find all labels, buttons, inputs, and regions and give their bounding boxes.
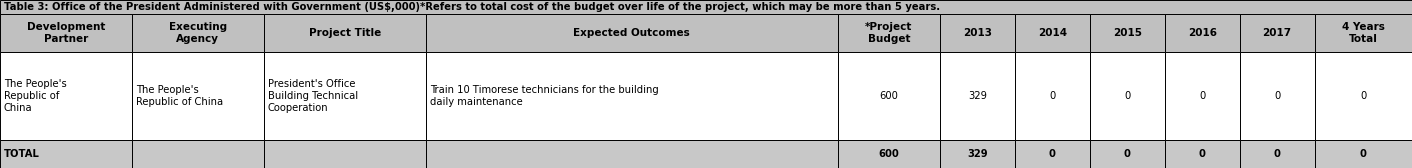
Bar: [131, 140, 264, 168]
Bar: [837, 14, 940, 52]
Bar: [264, 52, 425, 140]
Text: 2017: 2017: [1262, 28, 1292, 38]
Bar: [1090, 52, 1165, 140]
Text: Train 10 Timorese technicians for the building
daily maintenance: Train 10 Timorese technicians for the bu…: [429, 85, 658, 107]
Bar: [1315, 52, 1412, 140]
Text: 2013: 2013: [963, 28, 991, 38]
Bar: [1315, 140, 1412, 168]
Text: 2016: 2016: [1187, 28, 1217, 38]
Bar: [425, 52, 837, 140]
Text: Project Title: Project Title: [309, 28, 381, 38]
Text: Executing
Agency: Executing Agency: [169, 22, 227, 44]
Bar: [1165, 14, 1240, 52]
Bar: [0, 0, 1412, 14]
Text: 329: 329: [967, 149, 987, 159]
Text: President's Office
Building Technical
Cooperation: President's Office Building Technical Co…: [268, 79, 357, 113]
Text: 0: 0: [1360, 91, 1367, 101]
Bar: [1090, 14, 1165, 52]
Bar: [1240, 14, 1315, 52]
Bar: [837, 140, 940, 168]
Bar: [425, 140, 837, 168]
Text: 0: 0: [1199, 149, 1206, 159]
Bar: [131, 52, 264, 140]
Text: 0: 0: [1199, 91, 1206, 101]
Bar: [837, 52, 940, 140]
Text: 600: 600: [880, 91, 898, 101]
Text: TOTAL: TOTAL: [4, 149, 40, 159]
Bar: [0, 140, 131, 168]
Bar: [940, 52, 1015, 140]
Bar: [1165, 52, 1240, 140]
Text: Table 3: Office of the President Administered with Government (US$,000)*Refers t: Table 3: Office of the President Adminis…: [4, 2, 940, 12]
Bar: [1015, 14, 1090, 52]
Text: 0: 0: [1274, 91, 1281, 101]
Bar: [1015, 52, 1090, 140]
Bar: [1315, 14, 1412, 52]
Bar: [264, 14, 425, 52]
Text: Expected Outcomes: Expected Outcomes: [573, 28, 690, 38]
Bar: [940, 140, 1015, 168]
Bar: [131, 14, 264, 52]
Bar: [0, 14, 131, 52]
Text: 0: 0: [1360, 149, 1367, 159]
Text: *Project
Budget: *Project Budget: [866, 22, 912, 44]
Bar: [1015, 140, 1090, 168]
Bar: [940, 14, 1015, 52]
Bar: [1165, 140, 1240, 168]
Text: 0: 0: [1049, 149, 1056, 159]
Text: 2014: 2014: [1038, 28, 1067, 38]
Bar: [425, 14, 837, 52]
Text: 0: 0: [1049, 91, 1055, 101]
Bar: [1240, 52, 1315, 140]
Text: Development
Partner: Development Partner: [27, 22, 104, 44]
Bar: [1240, 140, 1315, 168]
Bar: [264, 140, 425, 168]
Text: The People's
Republic of
China: The People's Republic of China: [4, 79, 66, 113]
Text: 0: 0: [1124, 91, 1131, 101]
Bar: [0, 52, 131, 140]
Text: 0: 0: [1274, 149, 1281, 159]
Text: 4 Years
Total: 4 Years Total: [1341, 22, 1385, 44]
Text: 2015: 2015: [1113, 28, 1142, 38]
Text: 600: 600: [878, 149, 899, 159]
Bar: [1090, 140, 1165, 168]
Text: 329: 329: [967, 91, 987, 101]
Text: The People's
Republic of China: The People's Republic of China: [136, 85, 223, 107]
Text: 0: 0: [1124, 149, 1131, 159]
